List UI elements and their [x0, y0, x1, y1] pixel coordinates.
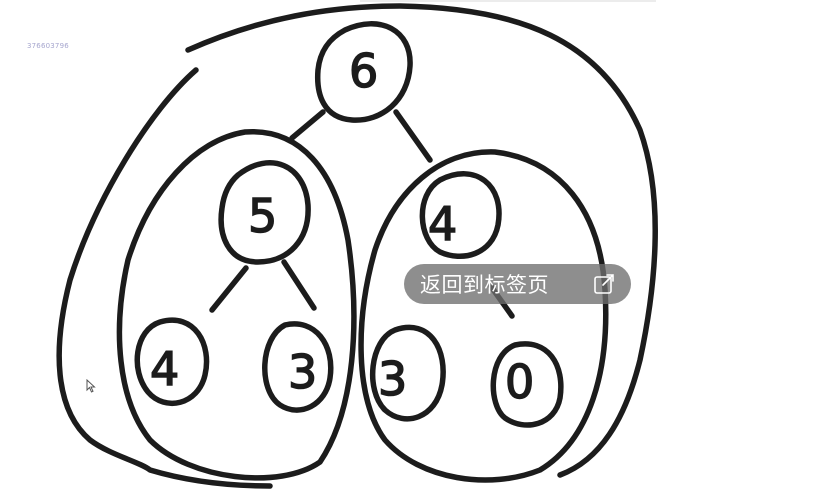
- right-right-circle: [490, 341, 564, 428]
- edge-left-right: [281, 259, 317, 311]
- root-node-circle: [314, 21, 413, 123]
- right-left-value: 3: [378, 352, 407, 406]
- edge-root-left: [289, 109, 326, 141]
- external-open-icon: [594, 274, 614, 294]
- right-right-value: 0: [505, 355, 534, 409]
- back-to-tab-button[interactable]: 返回到标签页: [404, 264, 631, 304]
- root-node-value: 6: [349, 44, 378, 98]
- edge-root-right: [393, 109, 433, 163]
- mouse-cursor-icon: [86, 379, 96, 393]
- edge-left-left: [209, 265, 249, 313]
- left-child-value: 5: [248, 189, 277, 243]
- right-left-circle: [370, 324, 446, 422]
- left-right-circle: [262, 321, 334, 413]
- right-child-circle: [419, 171, 502, 259]
- left-left-value: 4: [150, 342, 179, 396]
- left-child-circle: [218, 160, 311, 265]
- top-divider: [360, 0, 656, 2]
- outer-loop-left: [56, 67, 273, 489]
- outer-loop: [185, 3, 658, 478]
- watermark-text: 376603796: [27, 42, 69, 50]
- left-left-circle: [134, 317, 210, 407]
- back-to-tab-label: 返回到标签页: [420, 273, 549, 297]
- left-subtree-loop: [116, 129, 357, 481]
- left-right-value: 3: [288, 345, 317, 399]
- right-subtree-loop: [358, 149, 609, 483]
- right-child-value: 4: [428, 197, 457, 251]
